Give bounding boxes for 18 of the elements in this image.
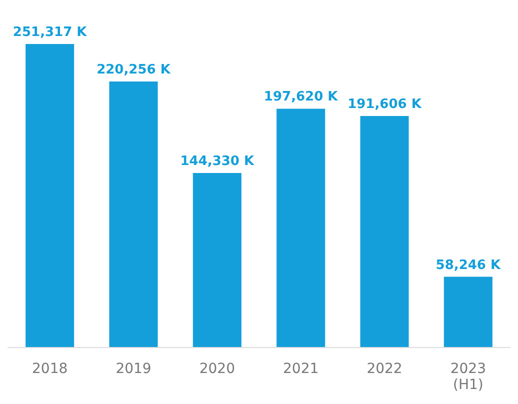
x-tick-label: 2019: [116, 361, 152, 377]
bar: [276, 108, 326, 347]
bar: [360, 116, 409, 347]
bar: [192, 172, 242, 347]
data-label: 58,246 K: [436, 258, 502, 273]
data-label: 197,620 K: [264, 90, 339, 105]
x-tick-label: 2020: [199, 361, 235, 377]
bar: [109, 81, 158, 347]
x-tick-label: 2022: [366, 361, 402, 377]
data-label: 144,330 K: [180, 154, 255, 169]
x-tick-label: 2023 (H1): [450, 361, 486, 393]
x-tick-label: 2018: [32, 361, 68, 377]
data-label: 251,317 K: [12, 25, 88, 40]
data-label: 220,256 K: [96, 62, 172, 78]
bar: [26, 44, 74, 347]
x-tick-label: 2021: [283, 361, 319, 377]
data-label: 191,606 K: [348, 96, 422, 112]
bar: [444, 276, 492, 347]
